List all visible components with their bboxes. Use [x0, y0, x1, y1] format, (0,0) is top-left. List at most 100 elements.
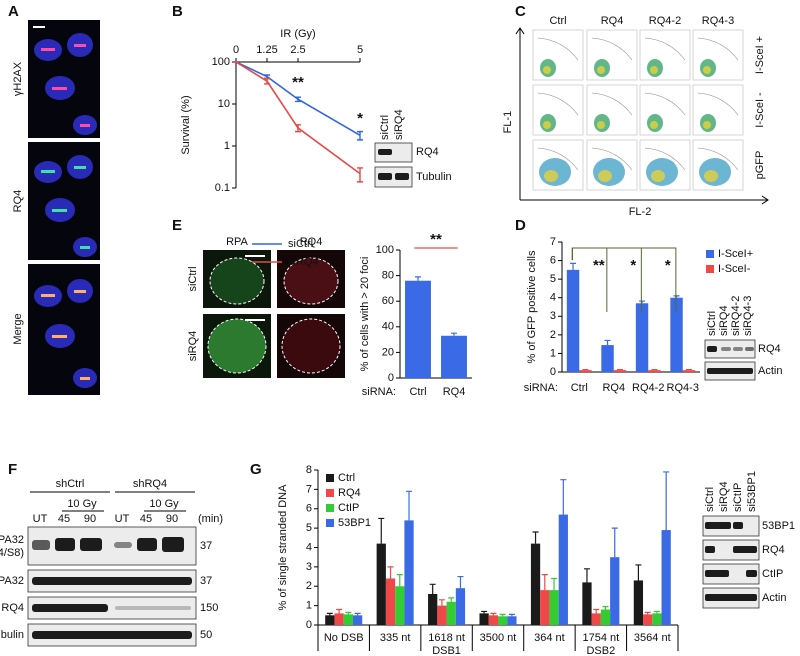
y-tick-label: 20: [382, 346, 394, 358]
lane-label: 90: [84, 513, 96, 525]
flow-plot: [692, 84, 744, 136]
bar: [600, 609, 611, 625]
bar: [540, 590, 550, 625]
x-tick-label: 2.5: [290, 44, 305, 56]
image-label: RQ4: [12, 190, 24, 213]
error-bar: [583, 568, 590, 583]
row-label: I-SceI +: [754, 36, 766, 74]
error-bar: [541, 574, 548, 591]
legend-label: 53BP1: [338, 517, 371, 529]
flow-plot: [692, 29, 744, 81]
x-tick-label: 1618 nt: [428, 632, 465, 644]
image-label: γH2AX: [12, 61, 24, 96]
bar: [441, 335, 467, 378]
panel-letter: G: [250, 461, 262, 478]
legend-label: siCtrl: [288, 238, 313, 250]
bar: [549, 590, 559, 625]
row-label: I-SceI -: [754, 92, 766, 128]
marker-label: 37: [200, 540, 212, 552]
micrograph: [28, 20, 100, 395]
y-tick-label: 0: [388, 372, 394, 384]
error-bar: [611, 527, 618, 558]
error-bar: [651, 368, 658, 371]
cell-core: [543, 66, 551, 74]
micrograph: [203, 250, 345, 378]
series-line: [235, 61, 361, 175]
bar: [558, 514, 568, 625]
x-tick-label: 3500 nt: [480, 632, 517, 644]
unit-label: (min): [198, 513, 223, 525]
band-label: RQ4: [416, 146, 439, 158]
marker-label: 50: [200, 629, 212, 641]
y-tick-label: 7: [306, 483, 312, 495]
bar: [582, 582, 592, 625]
flow-plot: [639, 29, 691, 81]
y-axis-title: Survival (%): [180, 95, 192, 154]
error-bar: [499, 613, 506, 617]
column-label: RQ4: [300, 236, 323, 248]
lane-label: si53BP1: [746, 471, 758, 512]
bar: [530, 543, 541, 625]
band-label: RQ4: [1, 602, 24, 614]
band-label: Tubulin: [416, 171, 452, 183]
lane-label: siRQ4-2: [730, 296, 742, 336]
error-bar: [264, 74, 270, 79]
axis-label: FL-2: [629, 206, 652, 218]
y-tick-label: 0: [306, 619, 312, 631]
band-label: RQ4: [758, 343, 781, 355]
bar: [652, 613, 662, 625]
x-axis-title: siRNA:: [362, 386, 396, 398]
western-blot: [702, 515, 760, 609]
lane-label: UT: [115, 513, 130, 525]
y-tick-label: 3: [306, 561, 312, 573]
panel-letter: F: [8, 461, 17, 478]
error-bar: [448, 597, 455, 602]
lane-label: siCtrl: [704, 487, 716, 512]
cell-core: [597, 66, 605, 74]
y-tick-label: 1: [306, 600, 312, 612]
x-tick-label: Ctrl: [571, 382, 588, 394]
error-bar: [685, 368, 692, 371]
y-axis-title: % of cells with > 20 foci: [359, 257, 371, 372]
error-bar: [663, 471, 670, 531]
bar: [343, 614, 353, 625]
axis-arrow: [515, 27, 769, 205]
cell-core: [651, 170, 665, 182]
panel-letter: E: [172, 217, 182, 234]
legend-swatch: [326, 504, 334, 512]
error-bar: [490, 612, 497, 616]
flow-plot: [532, 29, 584, 81]
cell-core: [598, 170, 612, 182]
x-tick-label: 5: [357, 44, 363, 56]
error-bar: [326, 612, 333, 616]
significance-mark: **: [430, 231, 442, 248]
significance-mark: *: [665, 257, 671, 274]
cell-core: [543, 121, 551, 129]
panel-letter: C: [515, 3, 526, 20]
band-label: Actin: [762, 592, 786, 604]
x-tick-label: No DSB: [324, 632, 364, 644]
y-tick-label: 100: [376, 244, 394, 256]
x-tick-label: RQ4: [443, 386, 466, 398]
bar: [579, 370, 592, 372]
error-bar: [653, 610, 660, 614]
error-bar: [406, 490, 413, 521]
bar: [385, 578, 396, 625]
lane-label: siCtIP: [732, 483, 744, 512]
bar: [404, 520, 414, 625]
error-bar: [481, 610, 488, 614]
y-tick-label: 3: [550, 310, 556, 322]
error-bar: [264, 78, 270, 85]
bar: [376, 543, 386, 625]
x-tick-label: 335 nt: [380, 632, 411, 644]
bar: [670, 297, 683, 372]
y-axis-title: % of GFP positive cells: [526, 250, 538, 363]
error-bar: [429, 583, 436, 594]
row-label: siCtrl: [187, 266, 199, 291]
lane-label: siRQ4: [393, 109, 405, 140]
error-bar: [532, 531, 539, 544]
cell-core: [650, 66, 658, 74]
y-tick-label: 80: [382, 270, 394, 282]
y-tick-label: 2: [550, 329, 556, 341]
